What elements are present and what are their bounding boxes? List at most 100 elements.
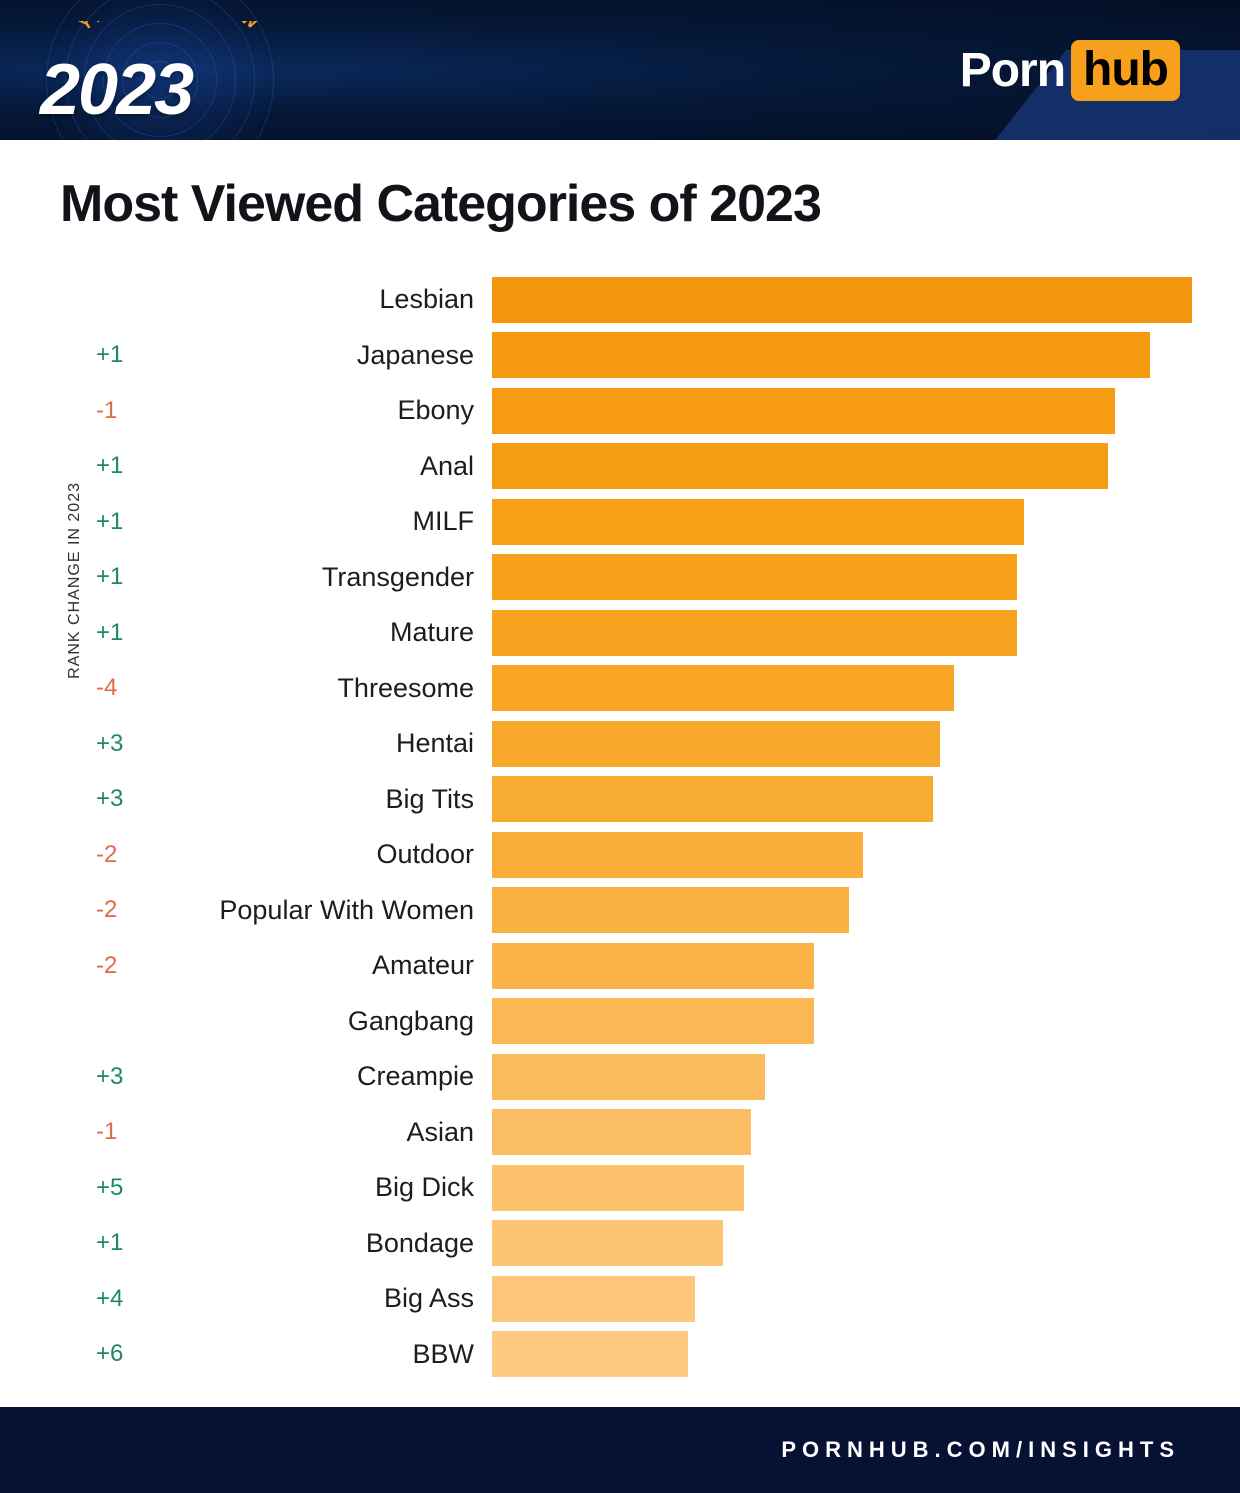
arc-text: YEAR IN REVIEW bbox=[76, 21, 263, 34]
bar-cell bbox=[492, 383, 1180, 439]
footer-banner: PORNHUB.COM/INSIGHTS bbox=[0, 1407, 1240, 1493]
rank-delta: -1 bbox=[92, 1118, 162, 1146]
bar bbox=[492, 332, 1150, 378]
bar-cell bbox=[492, 938, 1180, 994]
rank-delta: +1 bbox=[92, 619, 162, 647]
bar-cell bbox=[492, 328, 1180, 384]
year-in-review-badge: YEAR IN REVIEW 2023 bbox=[40, 21, 300, 120]
bar bbox=[492, 1054, 765, 1100]
category-label: BBW bbox=[162, 1339, 492, 1370]
bar bbox=[492, 998, 814, 1044]
chart-row: +1MILF bbox=[92, 494, 1180, 550]
bar-cell bbox=[492, 439, 1180, 495]
chart-row: -2Outdoor bbox=[92, 827, 1180, 883]
category-label: Ebony bbox=[162, 395, 492, 426]
bar-cell bbox=[492, 605, 1180, 661]
bar bbox=[492, 388, 1115, 434]
rank-delta: +5 bbox=[92, 1174, 162, 1202]
bar bbox=[492, 1220, 723, 1266]
chart-row: -2Popular With Women bbox=[92, 883, 1180, 939]
bar bbox=[492, 1109, 751, 1155]
rank-delta: +3 bbox=[92, 730, 162, 758]
bar-cell bbox=[492, 1160, 1180, 1216]
chart-row: -1Ebony bbox=[92, 383, 1180, 439]
rank-delta: +1 bbox=[92, 508, 162, 536]
header-banner: YEAR IN REVIEW 2023 Porn hub bbox=[0, 0, 1240, 140]
rank-delta: +1 bbox=[92, 563, 162, 591]
bar bbox=[492, 832, 863, 878]
bar-cell bbox=[492, 772, 1180, 828]
bar bbox=[492, 887, 849, 933]
brand-logo: Porn hub bbox=[960, 40, 1180, 101]
chart-row: +1Transgender bbox=[92, 550, 1180, 606]
chart-rows: Lesbian+1Japanese-1Ebony+1Anal+1MILF+1Tr… bbox=[92, 272, 1180, 1382]
bar-cell bbox=[492, 994, 1180, 1050]
rank-delta: -1 bbox=[92, 397, 162, 425]
category-label: Threesome bbox=[162, 673, 492, 704]
chart-row: +5Big Dick bbox=[92, 1160, 1180, 1216]
category-label: Anal bbox=[162, 451, 492, 482]
rank-delta: +1 bbox=[92, 341, 162, 369]
bar bbox=[492, 1331, 688, 1377]
bar-cell bbox=[492, 1049, 1180, 1105]
bar-cell bbox=[492, 1216, 1180, 1272]
bar bbox=[492, 554, 1017, 600]
chart-row: +1Anal bbox=[92, 439, 1180, 495]
brand-right: hub bbox=[1071, 40, 1180, 101]
rank-delta: -2 bbox=[92, 952, 162, 980]
chart-row: -4Threesome bbox=[92, 661, 1180, 717]
axis-label-vertical: RANK CHANGE IN 2023 bbox=[54, 272, 78, 492]
category-label: Big Ass bbox=[162, 1283, 492, 1314]
rank-delta: +1 bbox=[92, 1229, 162, 1257]
bar-cell bbox=[492, 494, 1180, 550]
rank-delta: +1 bbox=[92, 452, 162, 480]
chart-row: -1Asian bbox=[92, 1105, 1180, 1161]
bar-cell bbox=[492, 1271, 1180, 1327]
rank-delta: -2 bbox=[92, 896, 162, 924]
category-label: Japanese bbox=[162, 340, 492, 371]
chart-content: Most Viewed Categories of 2023 RANK CHAN… bbox=[0, 140, 1240, 1382]
bar bbox=[492, 277, 1192, 323]
chart-wrap: RANK CHANGE IN 2023 Lesbian+1Japanese-1E… bbox=[60, 272, 1180, 1382]
chart-row: +1Mature bbox=[92, 605, 1180, 661]
brand-left: Porn bbox=[960, 43, 1065, 98]
category-label: MILF bbox=[162, 506, 492, 537]
bar-cell bbox=[492, 1105, 1180, 1161]
bar bbox=[492, 1165, 744, 1211]
bar-cell bbox=[492, 661, 1180, 717]
bar-cell bbox=[492, 716, 1180, 772]
chart-row: Lesbian bbox=[92, 272, 1180, 328]
bar bbox=[492, 776, 933, 822]
rank-delta: +3 bbox=[92, 1063, 162, 1091]
bar bbox=[492, 943, 814, 989]
bar bbox=[492, 610, 1017, 656]
chart-row: +3Big Tits bbox=[92, 772, 1180, 828]
category-label: Asian bbox=[162, 1117, 492, 1148]
category-label: Outdoor bbox=[162, 839, 492, 870]
rank-delta: +3 bbox=[92, 785, 162, 813]
rank-delta: +6 bbox=[92, 1340, 162, 1368]
category-label: Big Tits bbox=[162, 784, 492, 815]
chart-row: Gangbang bbox=[92, 994, 1180, 1050]
bar-cell bbox=[492, 1327, 1180, 1383]
bar bbox=[492, 443, 1108, 489]
bar-cell bbox=[492, 272, 1192, 328]
category-label: Popular With Women bbox=[162, 895, 492, 926]
category-label: Hentai bbox=[162, 728, 492, 759]
category-label: Amateur bbox=[162, 950, 492, 981]
bar-cell bbox=[492, 550, 1180, 606]
category-label: Bondage bbox=[162, 1228, 492, 1259]
category-label: Big Dick bbox=[162, 1172, 492, 1203]
footer-text: PORNHUB.COM/INSIGHTS bbox=[781, 1437, 1180, 1463]
rank-delta: +4 bbox=[92, 1285, 162, 1313]
bar-cell bbox=[492, 827, 1180, 883]
bar bbox=[492, 721, 940, 767]
rank-delta: -4 bbox=[92, 674, 162, 702]
axis-label-text: RANK CHANGE IN 2023 bbox=[66, 482, 84, 679]
chart-title: Most Viewed Categories of 2023 bbox=[60, 174, 1180, 234]
category-label: Lesbian bbox=[162, 284, 492, 315]
category-label: Gangbang bbox=[162, 1006, 492, 1037]
year-number: 2023 bbox=[40, 62, 300, 120]
category-label: Creampie bbox=[162, 1061, 492, 1092]
chart-row: +4Big Ass bbox=[92, 1271, 1180, 1327]
